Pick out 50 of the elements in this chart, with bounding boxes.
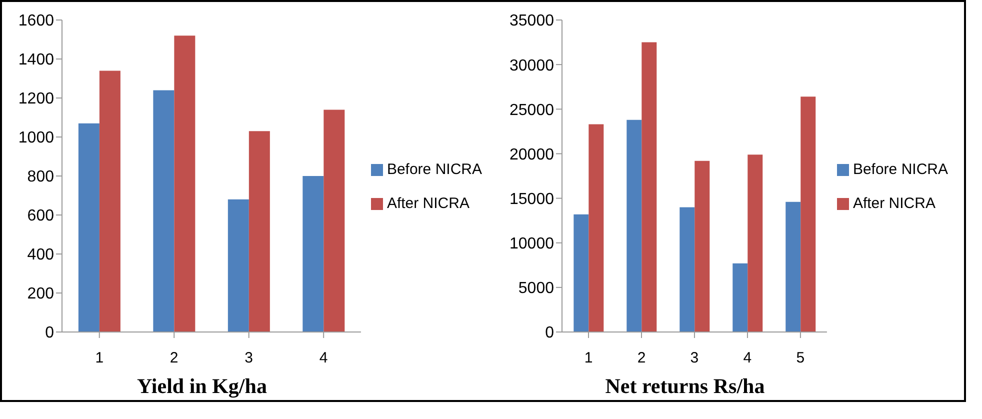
y-tick-label: 400 bbox=[27, 246, 54, 264]
x-tick-label: 1 bbox=[584, 350, 593, 367]
bar bbox=[748, 154, 763, 332]
x-axis-title: Net returns Rs/ha bbox=[604, 374, 766, 399]
bar bbox=[800, 96, 816, 332]
y-tick-label: 30000 bbox=[510, 57, 554, 74]
bar bbox=[248, 131, 270, 332]
y-tick-label: 800 bbox=[27, 168, 54, 186]
y-tick-label: 1000 bbox=[18, 130, 54, 147]
bar bbox=[174, 36, 196, 332]
legend-label: After NICRA bbox=[386, 195, 470, 212]
bar bbox=[574, 214, 589, 332]
y-tick-label: 1600 bbox=[18, 12, 54, 30]
y-tick-label: 35000 bbox=[510, 12, 554, 30]
x-tick-label: 3 bbox=[244, 350, 254, 367]
y-tick-label: 1400 bbox=[18, 52, 54, 69]
x-tick-label: 5 bbox=[796, 350, 805, 367]
x-tick-label: 3 bbox=[690, 350, 699, 367]
bar bbox=[588, 124, 604, 332]
legend-label: After NICRA bbox=[852, 195, 936, 212]
y-tick-label: 5000 bbox=[518, 280, 554, 298]
x-axis-title: Yield in Kg/ha bbox=[136, 374, 268, 399]
y-tick-label: 200 bbox=[27, 286, 54, 303]
x-tick-label: 4 bbox=[743, 350, 752, 367]
bar bbox=[153, 90, 174, 332]
y-tick-label: 25000 bbox=[510, 102, 554, 119]
bar bbox=[324, 110, 345, 332]
legend-label: Before NICRA bbox=[386, 161, 482, 178]
x-tick-label: 2 bbox=[170, 350, 178, 367]
y-tick-label: 0 bbox=[45, 324, 54, 342]
bar bbox=[680, 207, 695, 332]
y-tick-label: 600 bbox=[27, 208, 54, 225]
bar bbox=[642, 42, 657, 332]
bar bbox=[786, 202, 801, 332]
bar bbox=[228, 199, 249, 332]
bar bbox=[732, 263, 748, 332]
y-tick-label: 20000 bbox=[510, 146, 554, 164]
x-tick-label: 2 bbox=[637, 350, 646, 367]
bar bbox=[302, 176, 324, 332]
legend-label: Before NICRA bbox=[852, 161, 948, 178]
x-tick-label: 4 bbox=[319, 350, 328, 367]
y-tick-label: 10000 bbox=[510, 236, 554, 253]
bar bbox=[99, 70, 120, 332]
y-tick-label: 15000 bbox=[510, 190, 554, 208]
bar bbox=[626, 120, 642, 332]
bar bbox=[78, 123, 100, 332]
y-tick-label: 0 bbox=[545, 324, 554, 342]
x-tick-label: 1 bbox=[95, 350, 104, 367]
bar bbox=[694, 160, 710, 332]
y-tick-label: 1200 bbox=[18, 90, 54, 108]
